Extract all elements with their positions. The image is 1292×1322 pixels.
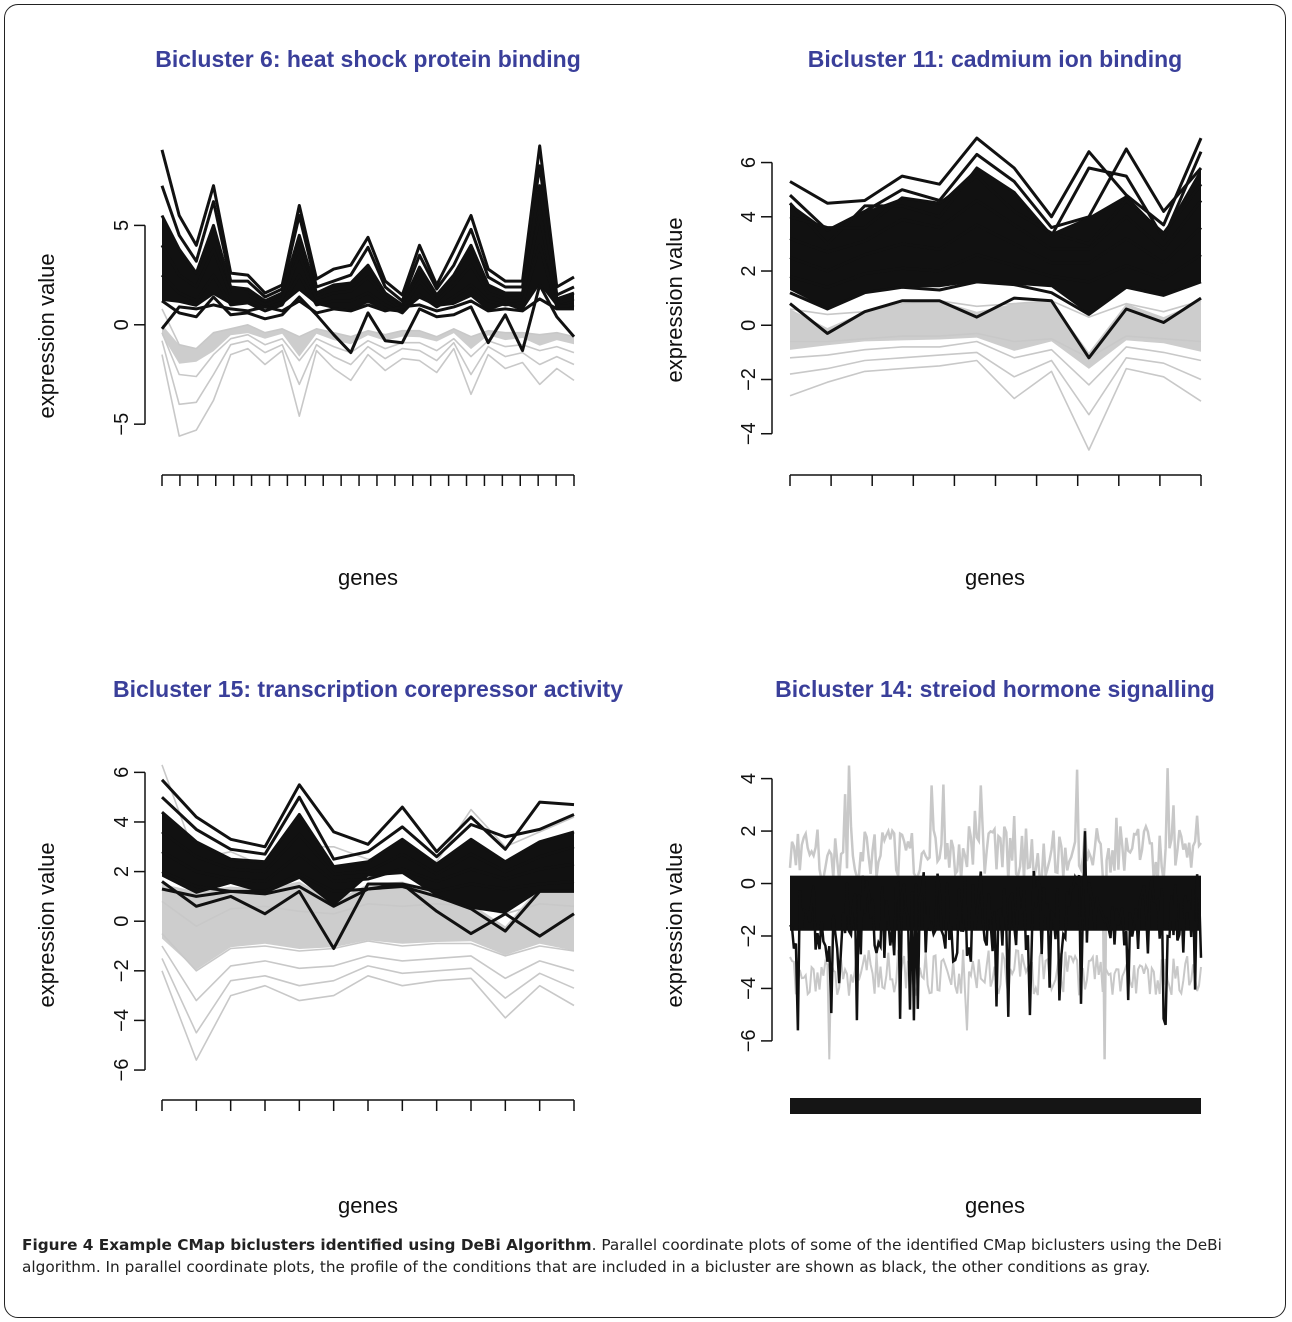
included-profile-line-4 <box>789 199 1203 254</box>
y-tick-label: −2 <box>738 368 760 391</box>
y-tick-label: 4 <box>738 211 760 222</box>
included-profile-line-1 <box>160 164 575 303</box>
other-profile-line-2 <box>789 340 1202 386</box>
included-profile-line-0 <box>789 136 1203 227</box>
y-tick-label: 2 <box>738 826 760 837</box>
y-tick-label: −4 <box>738 977 760 1000</box>
x-axis-label: genes <box>965 565 1025 590</box>
included-profile-line-7 <box>789 280 1202 316</box>
included-profile-line-4 <box>160 243 575 315</box>
y-tick-label: 2 <box>738 265 760 276</box>
chart-title: Bicluster 14: streiod hormone signalling <box>775 676 1215 702</box>
caption-title: Figure 4 Example CMap biclusters identif… <box>22 1236 592 1254</box>
other-profile-band <box>162 881 574 970</box>
y-tick-label: 6 <box>738 157 760 168</box>
included-profile-line-1 <box>788 147 1203 232</box>
included-profile-line-3 <box>161 830 575 876</box>
included-profile-line-3 <box>789 174 1203 246</box>
x-axis-label: genes <box>965 1193 1025 1218</box>
y-tick-label: −6 <box>111 1059 133 1082</box>
y-tick-label: −2 <box>111 959 133 982</box>
included-profile-line-1 <box>160 795 575 861</box>
included-profile-line-8 <box>789 296 1202 360</box>
chart-panel-bicluster-15: Bicluster 15: transcription corepressor … <box>34 676 623 1218</box>
included-profile-line-4 <box>161 850 575 883</box>
x-axis-label: genes <box>338 1193 398 1218</box>
other-profile-band <box>790 300 1201 369</box>
other-profile-line-4 <box>161 933 575 972</box>
y-tick-label: 5 <box>111 220 133 231</box>
y-tick-label: 0 <box>111 916 133 927</box>
other-profile-band <box>162 324 574 364</box>
y-tick-label: −2 <box>738 925 760 948</box>
included-profile-band <box>790 168 1201 315</box>
plot-area <box>160 144 576 437</box>
y-axis-label: expression value <box>662 217 687 382</box>
other-profile-line-3 <box>161 308 575 350</box>
included-profile-line-6 <box>789 253 1202 289</box>
x-axis-dense-ticks <box>790 1098 1201 1114</box>
other-profile-line-4 <box>789 300 1202 318</box>
included-profile-band <box>162 185 574 313</box>
y-tick-label: 0 <box>738 878 760 889</box>
x-axis-label: genes <box>338 565 398 590</box>
other-profile-line-3 <box>790 332 1202 359</box>
other-profile-line-1 <box>789 351 1202 416</box>
y-tick-label: 2 <box>111 866 133 877</box>
y-tick-label: 4 <box>738 773 760 784</box>
included-profile-line-3 <box>160 214 575 311</box>
y-tick-label: 6 <box>111 767 133 778</box>
figure-caption: Figure 4 Example CMap biclusters identif… <box>22 1234 1272 1278</box>
y-axis-label: expression value <box>34 842 59 1007</box>
y-tick-label: 4 <box>111 816 133 827</box>
plot-area <box>160 764 575 1061</box>
y-tick-label: −5 <box>111 413 133 436</box>
y-tick-label: −6 <box>738 1029 760 1052</box>
y-axis-label: expression value <box>662 842 687 1007</box>
included-profile-line-6 <box>161 880 575 950</box>
y-axis-label: expression value <box>34 253 59 418</box>
included-profile-line-7 <box>161 885 574 933</box>
chart-title: Bicluster 11: cadmium ion binding <box>808 46 1182 72</box>
y-tick-label: −4 <box>738 422 760 445</box>
other-profile-line-3 <box>161 945 575 1002</box>
included-profile-line-0 <box>160 778 575 854</box>
y-tick-label: −4 <box>111 1009 133 1032</box>
chart-panel-bicluster-11: Bicluster 11: cadmium ion binding genes … <box>662 46 1203 590</box>
caption-body: . Parallel coordinate plots of some of t… <box>22 1236 1222 1276</box>
y-tick-label: 0 <box>738 320 760 331</box>
other-profile-line-1 <box>161 970 575 1061</box>
included-profile-line-2 <box>788 151 1203 246</box>
chart-panel-bicluster-6: Bicluster 6: heat shock protein binding … <box>34 46 581 590</box>
chart-panel-bicluster-14: Bicluster 14: streiod hormone signalling… <box>662 676 1215 1218</box>
other-profile-line-0 <box>161 347 575 437</box>
plot-area <box>788 136 1203 451</box>
chart-title: Bicluster 15: transcription corepressor … <box>113 676 623 702</box>
included-profile-line-5 <box>789 223 1203 273</box>
other-profile-line-2 <box>161 958 575 1034</box>
included-profile-line-6 <box>160 297 574 330</box>
other-profile-line-0 <box>789 359 1202 451</box>
other-profile-line-2 <box>161 332 575 378</box>
plot-area <box>788 765 1203 1060</box>
other-profile-line-1 <box>161 339 575 406</box>
included-profile-line-5 <box>161 283 576 355</box>
y-tick-label: 0 <box>111 319 133 330</box>
included-profile-line-2 <box>160 184 575 307</box>
included-profile-line <box>789 831 1203 1031</box>
chart-title: Bicluster 6: heat shock protein binding <box>155 46 581 72</box>
included-profile-line-0 <box>160 144 575 297</box>
included-profile-line-2 <box>161 810 575 869</box>
